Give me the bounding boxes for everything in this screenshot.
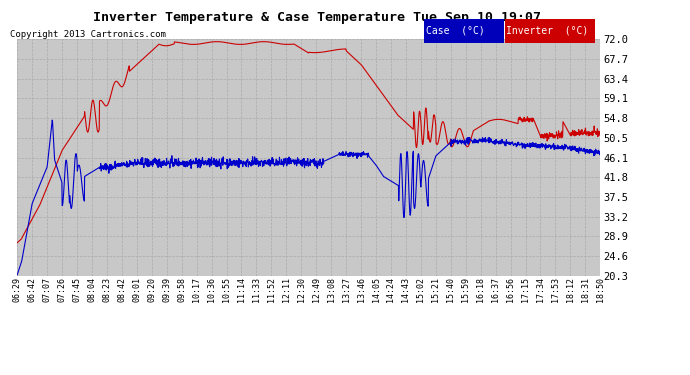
Text: Inverter  (°C): Inverter (°C) <box>506 26 589 36</box>
Text: Copyright 2013 Cartronics.com: Copyright 2013 Cartronics.com <box>10 30 166 39</box>
Text: Case  (°C): Case (°C) <box>426 26 484 36</box>
Text: Inverter Temperature & Case Temperature Tue Sep 10 19:07: Inverter Temperature & Case Temperature … <box>93 11 542 24</box>
